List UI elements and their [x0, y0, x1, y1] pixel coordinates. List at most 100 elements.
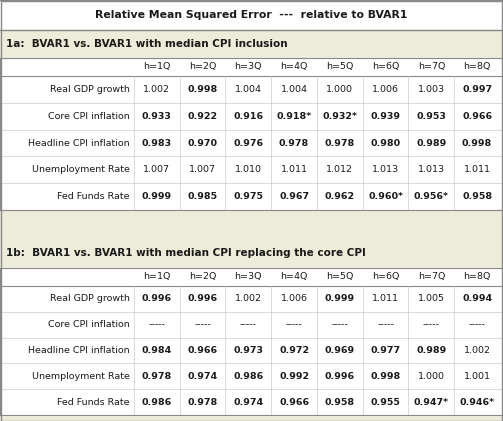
Text: 0.977: 0.977: [371, 346, 401, 355]
Text: 0.974: 0.974: [188, 372, 218, 381]
Text: Unemployment Rate: Unemployment Rate: [32, 372, 130, 381]
Bar: [0, 210, 503, 238]
Text: 1.003: 1.003: [418, 85, 445, 94]
Text: h=1Q: h=1Q: [143, 272, 171, 282]
Text: 0.916: 0.916: [233, 112, 264, 121]
Bar: [0, 238, 503, 268]
Text: 1.011: 1.011: [281, 165, 308, 174]
Text: 0.932*: 0.932*: [322, 112, 357, 121]
Text: 1.006: 1.006: [281, 294, 308, 304]
Text: 0.986: 0.986: [142, 397, 172, 407]
Text: 0.978: 0.978: [188, 397, 218, 407]
Text: 1a:  BVAR1 vs. BVAR1 with median CPI inclusion: 1a: BVAR1 vs. BVAR1 with median CPI incl…: [6, 39, 288, 49]
Text: 0.996: 0.996: [325, 372, 355, 381]
Text: 0.998: 0.998: [188, 85, 218, 94]
Text: -----: -----: [148, 320, 165, 329]
Text: -----: -----: [423, 320, 440, 329]
Text: 0.958: 0.958: [462, 192, 492, 201]
Text: 1.011: 1.011: [464, 165, 490, 174]
Text: 1.004: 1.004: [235, 85, 262, 94]
Text: h=5Q: h=5Q: [326, 272, 354, 282]
Text: h=6Q: h=6Q: [372, 272, 399, 282]
Text: 0.989: 0.989: [416, 139, 447, 147]
Text: 1.001: 1.001: [464, 372, 490, 381]
Text: 0.989: 0.989: [416, 346, 447, 355]
Text: -----: -----: [286, 320, 303, 329]
Text: h=3Q: h=3Q: [234, 62, 262, 72]
Text: Real GDP growth: Real GDP growth: [50, 85, 130, 94]
Text: 0.969: 0.969: [325, 346, 355, 355]
Text: 1.000: 1.000: [418, 372, 445, 381]
Text: 0.999: 0.999: [325, 294, 355, 304]
Text: h=7Q: h=7Q: [417, 62, 445, 72]
Text: 0.956*: 0.956*: [414, 192, 449, 201]
Bar: [0, 58, 503, 210]
Bar: [0, 30, 503, 58]
Text: 0.933: 0.933: [142, 112, 172, 121]
Text: 1.006: 1.006: [372, 85, 399, 94]
Text: h=4Q: h=4Q: [281, 62, 308, 72]
Text: 0.922: 0.922: [188, 112, 218, 121]
Text: h=7Q: h=7Q: [417, 272, 445, 282]
Text: Real GDP growth: Real GDP growth: [50, 294, 130, 304]
Text: 0.967: 0.967: [279, 192, 309, 201]
Text: 0.999: 0.999: [142, 192, 172, 201]
Text: 0.978: 0.978: [325, 139, 355, 147]
Text: 0.966: 0.966: [188, 346, 218, 355]
Text: 0.966: 0.966: [279, 397, 309, 407]
Text: 1b:  BVAR1 vs. BVAR1 with median CPI replacing the core CPI: 1b: BVAR1 vs. BVAR1 with median CPI repl…: [6, 248, 366, 258]
Text: 0.986: 0.986: [233, 372, 264, 381]
Text: 0.962: 0.962: [325, 192, 355, 201]
Text: 0.996: 0.996: [142, 294, 172, 304]
Text: h=4Q: h=4Q: [281, 272, 308, 282]
Text: 0.939: 0.939: [371, 112, 400, 121]
Text: 0.983: 0.983: [142, 139, 172, 147]
Text: 0.972: 0.972: [279, 346, 309, 355]
Text: 0.985: 0.985: [188, 192, 218, 201]
Text: h=6Q: h=6Q: [372, 62, 399, 72]
Text: 0.953: 0.953: [416, 112, 446, 121]
Text: 0.978: 0.978: [279, 139, 309, 147]
Text: 1.004: 1.004: [281, 85, 308, 94]
Text: h=1Q: h=1Q: [143, 62, 171, 72]
Text: h=3Q: h=3Q: [234, 272, 262, 282]
Text: -----: -----: [331, 320, 348, 329]
Text: -----: -----: [469, 320, 485, 329]
Text: 1.010: 1.010: [235, 165, 262, 174]
Text: Headline CPI inflation: Headline CPI inflation: [28, 346, 130, 355]
Text: 0.973: 0.973: [233, 346, 264, 355]
Text: 0.955: 0.955: [371, 397, 400, 407]
Text: h=8Q: h=8Q: [463, 62, 491, 72]
Text: 0.960*: 0.960*: [368, 192, 403, 201]
Text: 1.002: 1.002: [143, 85, 171, 94]
Text: 0.958: 0.958: [325, 397, 355, 407]
Text: Core CPI inflation: Core CPI inflation: [48, 112, 130, 121]
Text: Relative Mean Squared Error  ---  relative to BVAR1: Relative Mean Squared Error --- relative…: [95, 10, 408, 20]
Text: 0.918*: 0.918*: [277, 112, 312, 121]
Text: 0.984: 0.984: [142, 346, 172, 355]
Text: 0.998: 0.998: [371, 372, 401, 381]
Text: 0.978: 0.978: [142, 372, 172, 381]
Bar: [0, 268, 503, 415]
Text: h=5Q: h=5Q: [326, 62, 354, 72]
Text: 0.980: 0.980: [371, 139, 401, 147]
Text: h=2Q: h=2Q: [189, 62, 216, 72]
Text: 1.011: 1.011: [372, 294, 399, 304]
Text: 1.005: 1.005: [418, 294, 445, 304]
Text: 1.002: 1.002: [235, 294, 262, 304]
Text: Core CPI inflation: Core CPI inflation: [48, 320, 130, 329]
Text: h=2Q: h=2Q: [189, 272, 216, 282]
Bar: [0, 0, 503, 30]
Text: 0.997: 0.997: [462, 85, 492, 94]
Text: 0.947*: 0.947*: [414, 397, 449, 407]
Text: Fed Funds Rate: Fed Funds Rate: [57, 397, 130, 407]
Text: h=8Q: h=8Q: [463, 272, 491, 282]
Text: 0.946*: 0.946*: [460, 397, 494, 407]
Text: 0.974: 0.974: [233, 397, 264, 407]
Text: 1.000: 1.000: [326, 85, 354, 94]
Text: 0.970: 0.970: [188, 139, 218, 147]
Text: 0.996: 0.996: [188, 294, 218, 304]
Text: 1.007: 1.007: [189, 165, 216, 174]
Text: 0.976: 0.976: [233, 139, 264, 147]
Text: 0.992: 0.992: [279, 372, 309, 381]
